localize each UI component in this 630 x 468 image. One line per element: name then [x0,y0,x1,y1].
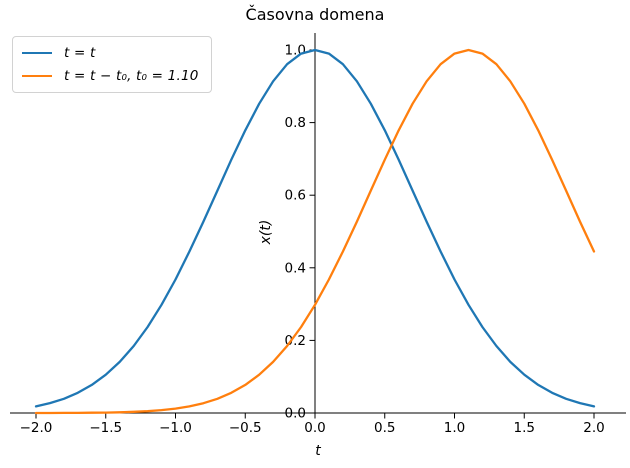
legend-entry-original: t = t [22,45,199,61]
x-tick-label: 0.0 [304,420,325,436]
x-tick-label: −1.5 [89,420,122,436]
x-tick-label: 1.0 [444,420,465,436]
series-line-original [34,48,596,408]
x-tick-label: 0.5 [374,420,395,436]
chart-title: Časovna domena [245,5,385,24]
legend-label: t = t − t₀, t₀ = 1.10 [64,68,199,84]
y-tick-label: 0.4 [285,260,306,276]
y-tick-label: 0.8 [285,115,306,131]
y-tick-label: 0.2 [285,333,306,349]
legend-line-swatch-blue [22,52,52,54]
y-axis-label: x(t) [258,219,274,245]
legend-line-swatch-orange [22,75,52,77]
legend-entry-shifted: t = t − t₀, t₀ = 1.10 [22,68,199,84]
x-tick-label: −0.5 [229,420,262,436]
y-tick-label: 0.6 [285,188,306,204]
legend-label: t = t [64,45,96,61]
x-tick-label: 2.0 [583,420,604,436]
x-tick-label: −2.0 [20,420,53,436]
series-line-shifted [34,48,596,415]
legend: t = t t = t − t₀, t₀ = 1.10 [12,36,212,93]
y-tick-label: 1.0 [285,43,306,59]
x-tick-label: −1.0 [159,420,192,436]
x-tick-label: 1.5 [514,420,535,436]
x-axis-label: t [315,443,321,459]
y-tick-label: 0.0 [285,406,306,422]
